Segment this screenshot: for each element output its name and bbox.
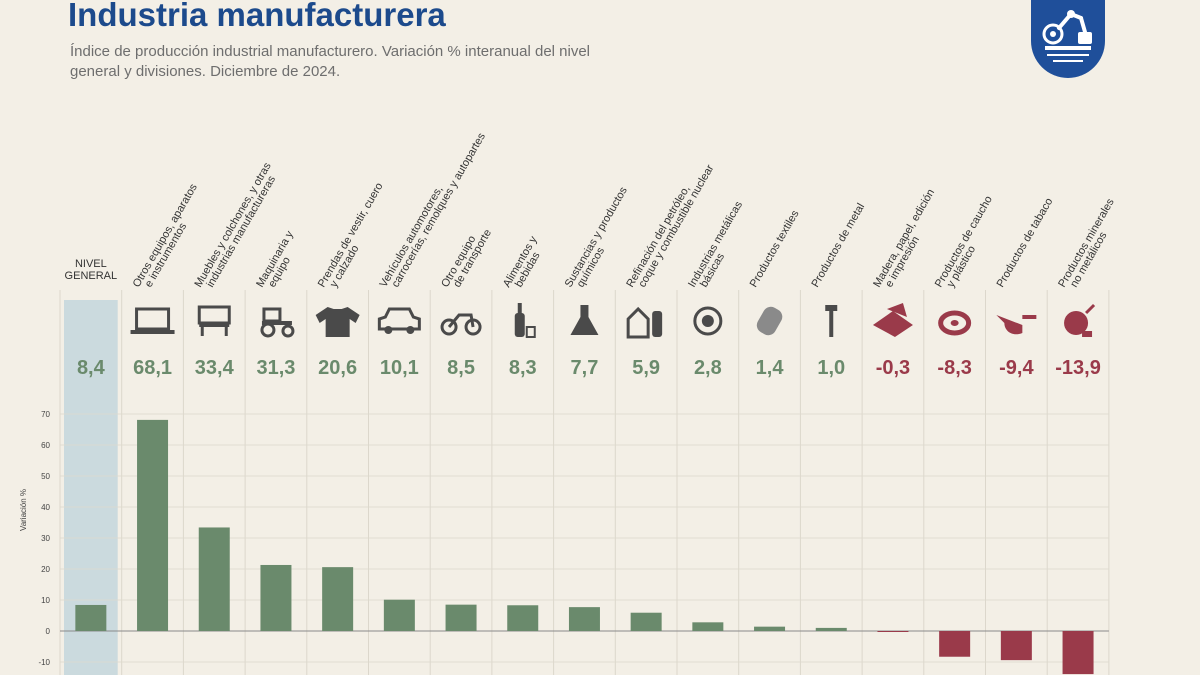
bar — [939, 631, 971, 657]
refinery-icon — [626, 306, 663, 339]
bar — [815, 627, 847, 631]
category-label: NIVEL — [75, 258, 107, 270]
flask-icon — [570, 305, 599, 335]
y-tick-label: 30 — [41, 534, 50, 543]
category-label: Madera, papel, edición — [871, 187, 937, 289]
value-label: -8,3 — [937, 357, 971, 379]
category-label: Productos de caucho — [933, 194, 995, 290]
bar — [568, 607, 600, 631]
value-label: 1,0 — [817, 357, 845, 379]
bar — [1000, 631, 1032, 661]
bar — [137, 419, 169, 631]
category-label: Productos de metal — [809, 201, 867, 289]
bar — [507, 605, 539, 631]
bar — [877, 631, 909, 632]
car-icon — [377, 307, 421, 334]
value-label: -13,9 — [1055, 357, 1101, 379]
pipe-icon — [996, 315, 1037, 335]
value-label: -9,4 — [999, 357, 1034, 379]
bar — [692, 622, 724, 631]
bar — [754, 626, 786, 631]
paper-icon — [872, 303, 913, 337]
bar — [198, 527, 230, 631]
screw-icon — [825, 305, 838, 337]
y-tick-label: -10 — [38, 658, 50, 667]
bars — [75, 419, 1094, 675]
y-tick-label: 60 — [41, 441, 50, 450]
bar — [1062, 631, 1094, 675]
y-tick-label: 50 — [41, 472, 50, 481]
category-label: Vehículos automotores, — [378, 184, 446, 290]
value-label: 68,1 — [133, 357, 172, 379]
mixer-icon — [1064, 303, 1096, 337]
value-label: 8,5 — [447, 357, 475, 379]
laptop-icon — [130, 307, 175, 334]
bottle-icon — [514, 303, 536, 338]
category-label: GENERAL — [65, 270, 118, 282]
category-icons — [130, 303, 1096, 339]
category-label: Productos de tabaco — [995, 196, 1056, 289]
bar — [383, 599, 415, 631]
category-label: Otros equipos, aparatos — [131, 181, 200, 289]
value-label: 8,3 — [509, 357, 537, 379]
y-tick-label: 10 — [41, 596, 50, 605]
thread-spool-icon — [756, 306, 783, 336]
value-label: 20,6 — [318, 357, 357, 379]
y-tick-label: 70 — [41, 410, 50, 419]
value-label: 5,9 — [632, 357, 660, 379]
value-label: 10,1 — [380, 357, 419, 379]
bar — [260, 564, 292, 631]
robot-arm-icon — [1042, 10, 1092, 62]
y-axis: Variación % -10 0 10 20 30 40 50 60 70 — [19, 410, 51, 667]
page-subtitle: Índice de producción industrial manufact… — [70, 43, 591, 80]
value-label: 33,4 — [195, 357, 235, 379]
metal-coil-icon — [693, 306, 723, 336]
value-label: 2,8 — [694, 357, 722, 379]
y-tick-label: 0 — [46, 627, 51, 636]
y-axis-title: Variación % — [19, 489, 28, 531]
value-label: 8,4 — [77, 357, 106, 379]
motorcycle-icon — [440, 313, 482, 336]
bar — [630, 612, 662, 631]
category-label: Refinación del petróleo, — [624, 183, 692, 289]
tire-icon — [938, 310, 972, 336]
value-label: 31,3 — [256, 357, 295, 379]
bar — [322, 567, 354, 631]
bar — [75, 604, 107, 631]
logo-badge — [1031, 0, 1105, 78]
category-label: Productos textiles — [748, 208, 802, 290]
value-label: 7,7 — [571, 357, 599, 379]
value-labels: 8,4 68,1 33,4 31,3 20,6 10,1 8,5 8,3 7,7 5,9 2,8 1,… — [77, 357, 1101, 379]
y-tick-label: 20 — [41, 565, 50, 574]
furniture-icon — [197, 305, 231, 336]
y-tick-label: 40 — [41, 503, 50, 512]
chart-grid — [59, 290, 1110, 675]
bar — [445, 604, 477, 631]
category-label: Sustancias y productos — [563, 185, 631, 290]
shirt-icon — [315, 307, 360, 337]
value-label: -0,3 — [876, 357, 910, 379]
tractor-icon — [260, 307, 295, 338]
value-label: 1,4 — [756, 357, 785, 379]
page-title: Industria manufacturera — [68, 0, 446, 33]
category-label: Prendas de vestir, cuero — [316, 181, 386, 290]
